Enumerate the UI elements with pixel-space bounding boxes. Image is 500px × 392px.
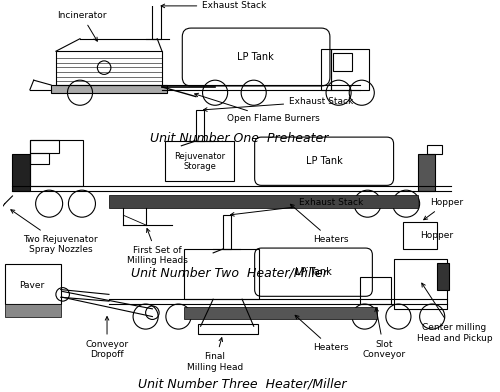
Bar — [321, 49, 331, 90]
Bar — [30, 140, 83, 186]
Text: Exhaust Stack: Exhaust Stack — [230, 198, 363, 216]
Bar — [184, 249, 260, 299]
Bar — [5, 263, 60, 304]
Bar — [331, 49, 370, 90]
Text: Hopper: Hopper — [424, 198, 463, 220]
Text: Open Flame Burners: Open Flame Burners — [194, 93, 320, 123]
Text: Exhaust Stack: Exhaust Stack — [161, 2, 266, 11]
Text: Unit Number Two  Heater/Miller: Unit Number Two Heater/Miller — [131, 267, 328, 279]
Bar — [152, 2, 161, 39]
Bar — [428, 145, 442, 154]
Bar — [394, 259, 446, 309]
Text: Exhaust Stack: Exhaust Stack — [204, 97, 354, 111]
Text: Final
Milling Head: Final Milling Head — [187, 338, 243, 372]
Text: Two Rejuvenator
Spray Nozzles: Two Rejuvenator Spray Nozzles — [11, 210, 98, 254]
Bar — [403, 222, 437, 249]
Text: Hopper: Hopper — [420, 231, 453, 240]
Bar — [30, 152, 49, 164]
Text: Heaters: Heaters — [295, 315, 348, 352]
Text: Incinerator: Incinerator — [57, 11, 106, 41]
Bar — [109, 195, 418, 207]
Text: Unit Number One  Preheater: Unit Number One Preheater — [150, 132, 328, 145]
Bar — [223, 215, 232, 249]
Text: Rejuvenator
Storage: Rejuvenator Storage — [174, 152, 225, 171]
Bar — [418, 154, 435, 191]
Text: LP Tank: LP Tank — [237, 52, 274, 62]
Bar — [437, 263, 448, 290]
Text: Slot
Conveyor: Slot Conveyor — [362, 308, 406, 359]
Text: Center milling
Head and Pickup: Center milling Head and Pickup — [416, 283, 492, 343]
Text: LP Tank: LP Tank — [306, 156, 343, 166]
Bar — [5, 304, 60, 317]
Text: LP Tank: LP Tank — [295, 267, 332, 277]
Bar — [165, 141, 234, 181]
Bar — [333, 53, 352, 71]
Text: First Set of
Milling Heads: First Set of Milling Heads — [127, 229, 188, 265]
Text: Conveyor
Dropoff: Conveyor Dropoff — [86, 317, 128, 359]
Bar — [30, 140, 59, 152]
Bar — [56, 51, 162, 85]
Text: Heaters: Heaters — [290, 204, 348, 244]
Text: Unit Number Three  Heater/Miller: Unit Number Three Heater/Miller — [138, 377, 346, 390]
Bar — [360, 277, 390, 304]
Bar — [12, 154, 30, 191]
Text: Paver: Paver — [19, 281, 44, 290]
Bar — [198, 324, 258, 334]
Bar — [184, 307, 377, 319]
Bar — [196, 110, 203, 141]
Bar — [51, 85, 167, 93]
